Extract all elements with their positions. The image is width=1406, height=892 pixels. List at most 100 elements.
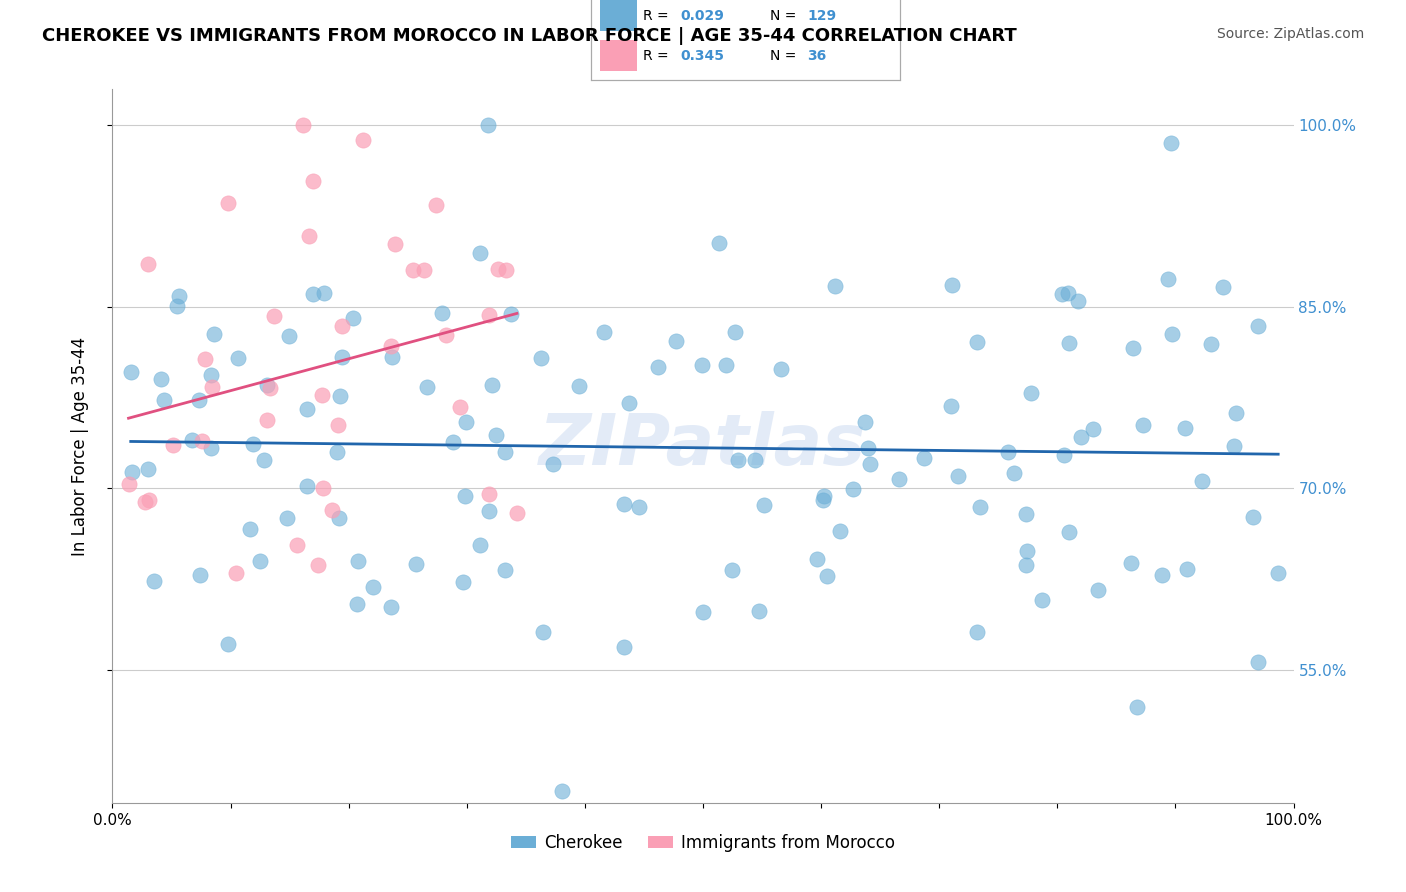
Point <box>200 368 222 383</box>
Point <box>1174 420 1197 434</box>
Point <box>815 569 838 583</box>
Point <box>326 445 349 459</box>
Point <box>150 372 173 386</box>
Point <box>329 389 352 403</box>
Point <box>1019 385 1042 400</box>
Point <box>330 318 353 333</box>
Point <box>138 492 160 507</box>
Point <box>941 278 963 293</box>
Point <box>201 380 224 394</box>
Point <box>285 538 308 552</box>
Point <box>187 392 209 407</box>
Point <box>997 444 1019 458</box>
Text: 0.345: 0.345 <box>681 49 724 63</box>
FancyBboxPatch shape <box>600 40 637 71</box>
Point <box>402 263 425 277</box>
Point <box>326 418 349 433</box>
Point <box>202 327 225 342</box>
Point <box>1267 566 1289 581</box>
Point <box>328 511 350 525</box>
Point <box>454 489 477 503</box>
Point <box>416 380 439 394</box>
Point <box>1212 280 1234 294</box>
Point <box>530 351 553 365</box>
Point <box>307 558 329 573</box>
Point <box>301 287 323 301</box>
Point <box>256 413 278 427</box>
Point <box>1201 337 1223 351</box>
Point <box>859 457 882 471</box>
Point <box>311 482 333 496</box>
Point <box>813 493 835 508</box>
Point <box>405 557 427 571</box>
Point <box>321 503 343 517</box>
Point <box>593 325 616 339</box>
Point <box>1053 448 1076 462</box>
Point <box>477 119 499 133</box>
Point <box>470 245 492 260</box>
Point <box>276 510 298 524</box>
Point <box>1247 655 1270 669</box>
Point <box>249 554 271 568</box>
Point <box>441 435 464 450</box>
Point <box>1122 341 1144 355</box>
Point <box>259 382 281 396</box>
Point <box>887 472 910 486</box>
Point <box>191 434 214 449</box>
Point <box>346 553 368 567</box>
Point <box>380 338 402 352</box>
Point <box>1087 582 1109 597</box>
Point <box>948 468 970 483</box>
Point <box>454 415 477 429</box>
Point <box>217 637 239 651</box>
Point <box>217 196 239 211</box>
Point <box>361 580 384 594</box>
Point <box>346 598 368 612</box>
Point <box>239 522 262 536</box>
Point <box>143 574 166 589</box>
Text: 0.029: 0.029 <box>681 9 724 23</box>
Point <box>551 783 574 797</box>
Point <box>256 378 278 392</box>
Point <box>533 625 555 640</box>
Point <box>136 257 159 271</box>
Point <box>707 236 730 251</box>
Point <box>162 438 184 452</box>
Point <box>1191 475 1213 489</box>
Point <box>194 352 217 367</box>
Point <box>828 524 851 538</box>
Point <box>824 279 846 293</box>
Point <box>853 415 876 429</box>
Point <box>312 285 335 300</box>
Point <box>468 538 491 552</box>
Point <box>966 335 988 350</box>
Point <box>153 393 176 408</box>
Point <box>858 441 880 455</box>
Point <box>311 388 333 402</box>
Text: Source: ZipAtlas.com: Source: ZipAtlas.com <box>1216 27 1364 41</box>
Point <box>619 396 641 410</box>
Point <box>228 351 250 365</box>
Point <box>1031 592 1053 607</box>
Point <box>627 500 650 514</box>
Point <box>167 288 190 302</box>
Point <box>494 563 516 577</box>
Point <box>665 334 688 348</box>
Point <box>1126 699 1149 714</box>
Point <box>613 640 636 655</box>
Point <box>1002 467 1025 481</box>
Point <box>724 325 747 339</box>
Text: N =: N = <box>770 49 800 63</box>
Point <box>647 359 669 374</box>
Point <box>302 173 325 187</box>
Point <box>380 599 402 614</box>
Point <box>181 433 204 447</box>
Point <box>481 378 503 392</box>
Point <box>1070 430 1092 444</box>
Point <box>449 400 471 414</box>
Point <box>501 307 523 321</box>
Point <box>384 236 406 251</box>
Point <box>166 299 188 313</box>
Legend: Cherokee, Immigrants from Morocco: Cherokee, Immigrants from Morocco <box>505 828 901 859</box>
Point <box>295 479 318 493</box>
